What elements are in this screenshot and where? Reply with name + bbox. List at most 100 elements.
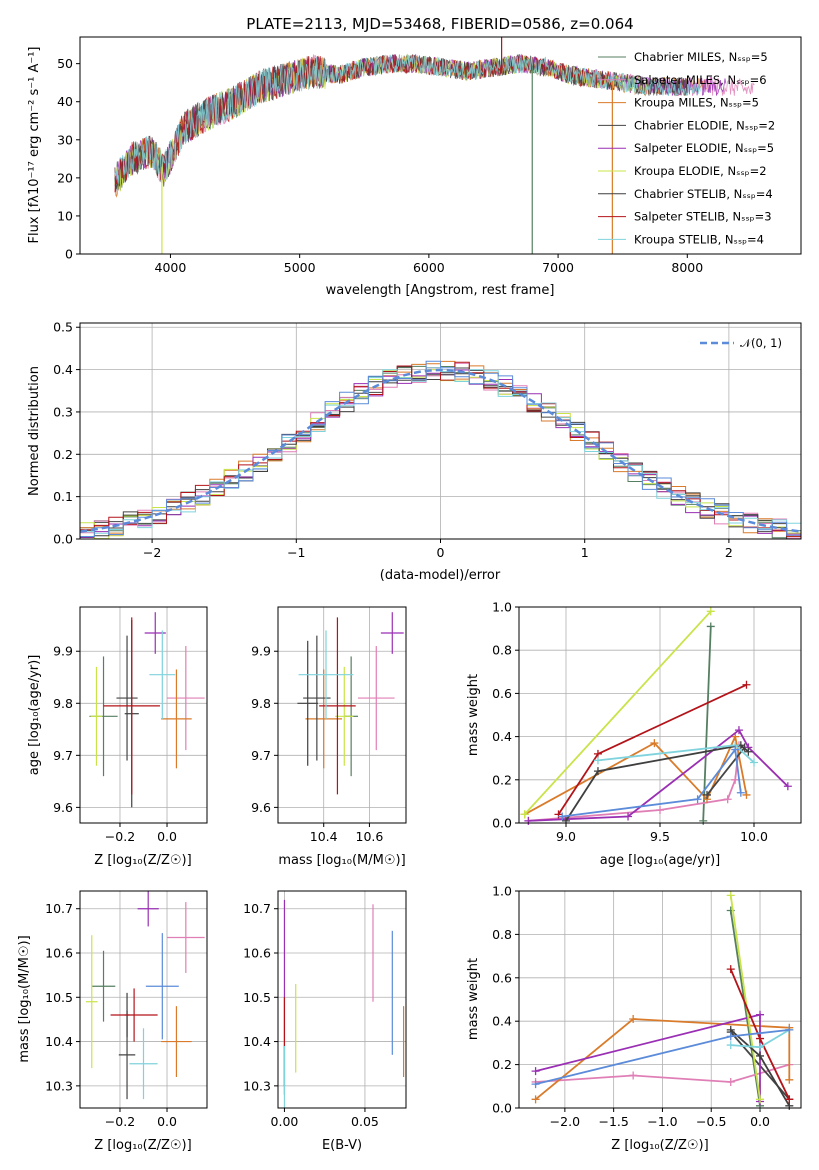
- mass-vs-Z-xlabel: Z [log₁₀(Z/Z☉)]: [94, 1138, 191, 1153]
- weight-vs-age-series-marker: [524, 816, 533, 825]
- age-vs-mass-ytick-label: 9.8: [251, 696, 271, 711]
- spectrum-ylabel: Flux [fλ10⁻¹⁷ erg cm⁻² s⁻¹ A⁻¹]: [27, 47, 42, 244]
- age-vs-mass-frame: [277, 606, 407, 824]
- age-vs-Z-ytick-label: 9.8: [53, 696, 73, 711]
- mass-vs-Z-ytick-label: 10.5: [45, 990, 73, 1005]
- weight-vs-age-panel: 9.0 9.5 10.0 0.0 0.2 0.4 0.6 0.8 1.0 age [log₁₀(…: [466, 600, 802, 868]
- spectrum-legend-label: Chabrier MILES, Nₛₛₚ=5: [634, 50, 768, 64]
- weight-vs-Z-series-marker: [756, 1034, 765, 1043]
- weight-vs-Z-series-marker: [726, 891, 735, 900]
- weight-vs-age-ytick-label: 0.6: [492, 686, 512, 701]
- mass-vs-Z-ytick-label: 10.7: [45, 901, 73, 916]
- weight-vs-Z-series-marker: [756, 1010, 765, 1019]
- weight-vs-age-series-marker: [736, 788, 745, 797]
- weight-vs-Z-ytick-label: 0.2: [492, 1057, 512, 1072]
- weight-vs-age-series-marker: [520, 810, 529, 819]
- weight-vs-age-ytick-label: 0.8: [492, 643, 512, 658]
- age-vs-Z-points: [89, 612, 205, 808]
- residuals-panel: −2 −1 0 1 2 0.0 0.1 0.2 0.3 0.4 0.5 (data-model)/e…: [27, 320, 802, 583]
- spectrum-ytick-label: 30: [57, 132, 73, 147]
- weight-vs-Z-xtick-label: 0.0: [750, 1114, 770, 1129]
- spectrum-series-line: [114, 54, 701, 184]
- weight-vs-Z-series-marker: [726, 1041, 735, 1050]
- mass-vs-ebv-ytick-label: 10.5: [243, 990, 271, 1005]
- age-vs-mass-ytick-label: 9.7: [251, 748, 271, 763]
- age-vs-Z-ylabel: age [log₁₀(age/yr)]: [27, 655, 42, 776]
- age-vs-Z-ytick-label: 9.6: [53, 800, 73, 815]
- weight-vs-age-series-marker: [558, 812, 567, 821]
- weight-vs-age-series-marker: [593, 756, 602, 765]
- weight-vs-Z-series-marker: [756, 1043, 765, 1052]
- weight-vs-age-series-marker: [699, 816, 708, 825]
- mass-vs-Z-points: [85, 891, 205, 1100]
- weight-vs-age-series-line: [523, 610, 712, 816]
- age-vs-mass-xtick-label: 10.6: [356, 829, 384, 844]
- weight-vs-age-series-line: [565, 744, 749, 822]
- weight-vs-age-ylabel: mass weight: [466, 674, 481, 756]
- residuals-ytick-label: 0.5: [53, 320, 73, 335]
- age-vs-Z-ytick-label: 9.7: [53, 748, 73, 763]
- age-vs-Z-xtick-label: −0.2: [105, 829, 135, 844]
- mass-vs-Z-ylabel: mass [log₁₀(M/M☉)]: [17, 935, 32, 1062]
- weight-vs-Z-series-marker: [726, 1077, 735, 1086]
- mass-vs-ebv-xlabel: E(B-V): [322, 1138, 362, 1153]
- weight-vs-Z-series-marker: [785, 1095, 794, 1104]
- spectrum-ytick-label: 10: [57, 208, 73, 223]
- mass-vs-ebv-ytick-label: 10.6: [243, 946, 271, 961]
- age-vs-Z-ytick-label: 9.9: [53, 644, 73, 659]
- mass-vs-ebv-points: [283, 899, 405, 1108]
- spectrum-xtick-label: 6000: [413, 260, 445, 275]
- weight-vs-age-series-marker: [650, 739, 659, 748]
- residuals-xlabel: (data-model)/error: [380, 568, 501, 583]
- weight-vs-age-xtick-label: 9.0: [556, 829, 576, 844]
- age-vs-mass-ytick-label: 9.9: [251, 644, 271, 659]
- weight-vs-Z-xlabel: Z [log₁₀(Z/Z☉)]: [611, 1138, 708, 1153]
- weight-vs-Z-series-marker: [785, 1075, 794, 1084]
- age-vs-Z-frame: [79, 606, 208, 824]
- age-vs-Z-xlabel: Z [log₁₀(Z/Z☉)]: [94, 853, 191, 868]
- weight-vs-age-series-marker: [742, 680, 751, 689]
- weight-vs-Z-series-marker: [726, 965, 735, 974]
- age-vs-mass-xtick-label: 10.4: [310, 829, 338, 844]
- spectrum-legend-label: Kroupa STELIB, Nₛₛₚ=4: [634, 232, 764, 246]
- weight-vs-Z-ticks: −2.0 −1.5 −1.0 −0.5 0.0 0.0 0.2 0.4 0.6 0.8 1.0: [492, 884, 801, 1129]
- residuals-ylabel: Normed distribution: [27, 366, 42, 496]
- spectrum-ytick-label: 20: [57, 170, 73, 185]
- residuals-axes-frame: [79, 322, 802, 540]
- mass-vs-Z-ytick-label: 10.4: [45, 1034, 73, 1049]
- residuals-xtick-label: 1: [581, 545, 589, 560]
- weight-vs-Z-series-marker: [629, 1015, 638, 1024]
- weight-vs-age-ytick-label: 1.0: [492, 600, 512, 615]
- spectrum-xlabel: wavelength [Angstrom, rest frame]: [326, 283, 555, 298]
- weight-vs-age-ytick-label: 0.4: [492, 729, 512, 744]
- mass-vs-Z-xtick-label: −0.2: [105, 1114, 135, 1129]
- weight-vs-Z-series-marker: [756, 1095, 765, 1104]
- weight-vs-age-xtick-label: 9.5: [650, 829, 670, 844]
- weight-vs-Z-ytick-label: 1.0: [492, 884, 512, 899]
- mass-vs-ebv-ytick-label: 10.4: [243, 1034, 271, 1049]
- weight-vs-age-series-line: [562, 747, 742, 818]
- mass-vs-ebv-frame: [277, 890, 407, 1109]
- mass-vs-ebv-panel: 0.00 0.05 10.3 10.4 10.5 10.6 10.7 E(B-V): [243, 890, 407, 1153]
- weight-vs-age-series-line: [706, 746, 746, 796]
- mass-vs-Z-ytick-label: 10.3: [45, 1078, 73, 1093]
- spectrum-legend-label: Salpeter ELODIE, Nₛₛₚ=5: [634, 141, 774, 155]
- weight-vs-age-xlabel: age [log₁₀(age/yr)]: [600, 853, 721, 868]
- spectrum-legend-label: Kroupa ELODIE, Nₛₛₚ=2: [634, 164, 767, 178]
- mass-vs-ebv-ytick-label: 10.3: [243, 1078, 271, 1093]
- spectrum-xtick-label: 5000: [284, 260, 316, 275]
- weight-vs-Z-xtick-label: −0.5: [696, 1114, 726, 1129]
- spectrum-title: PLATE=2113, MJD=53468, FIBERID=0586, z=0…: [246, 15, 633, 33]
- weight-vs-Z-series-marker: [785, 1025, 794, 1034]
- weight-vs-age-series-marker: [706, 607, 715, 616]
- weight-vs-age-xtick-label: 10.0: [740, 829, 768, 844]
- weight-vs-Z-series: [531, 891, 794, 1110]
- weight-vs-age-series-marker: [783, 782, 792, 791]
- weight-vs-age-series-line: [702, 626, 712, 821]
- spectrum-ytick-label: 40: [57, 94, 73, 109]
- weight-vs-Z-ylabel: mass weight: [466, 958, 481, 1040]
- age-vs-mass-points: [297, 612, 404, 795]
- spectrum-ytick-label: 50: [57, 56, 73, 71]
- weight-vs-Z-xtick-label: −2.0: [550, 1114, 580, 1129]
